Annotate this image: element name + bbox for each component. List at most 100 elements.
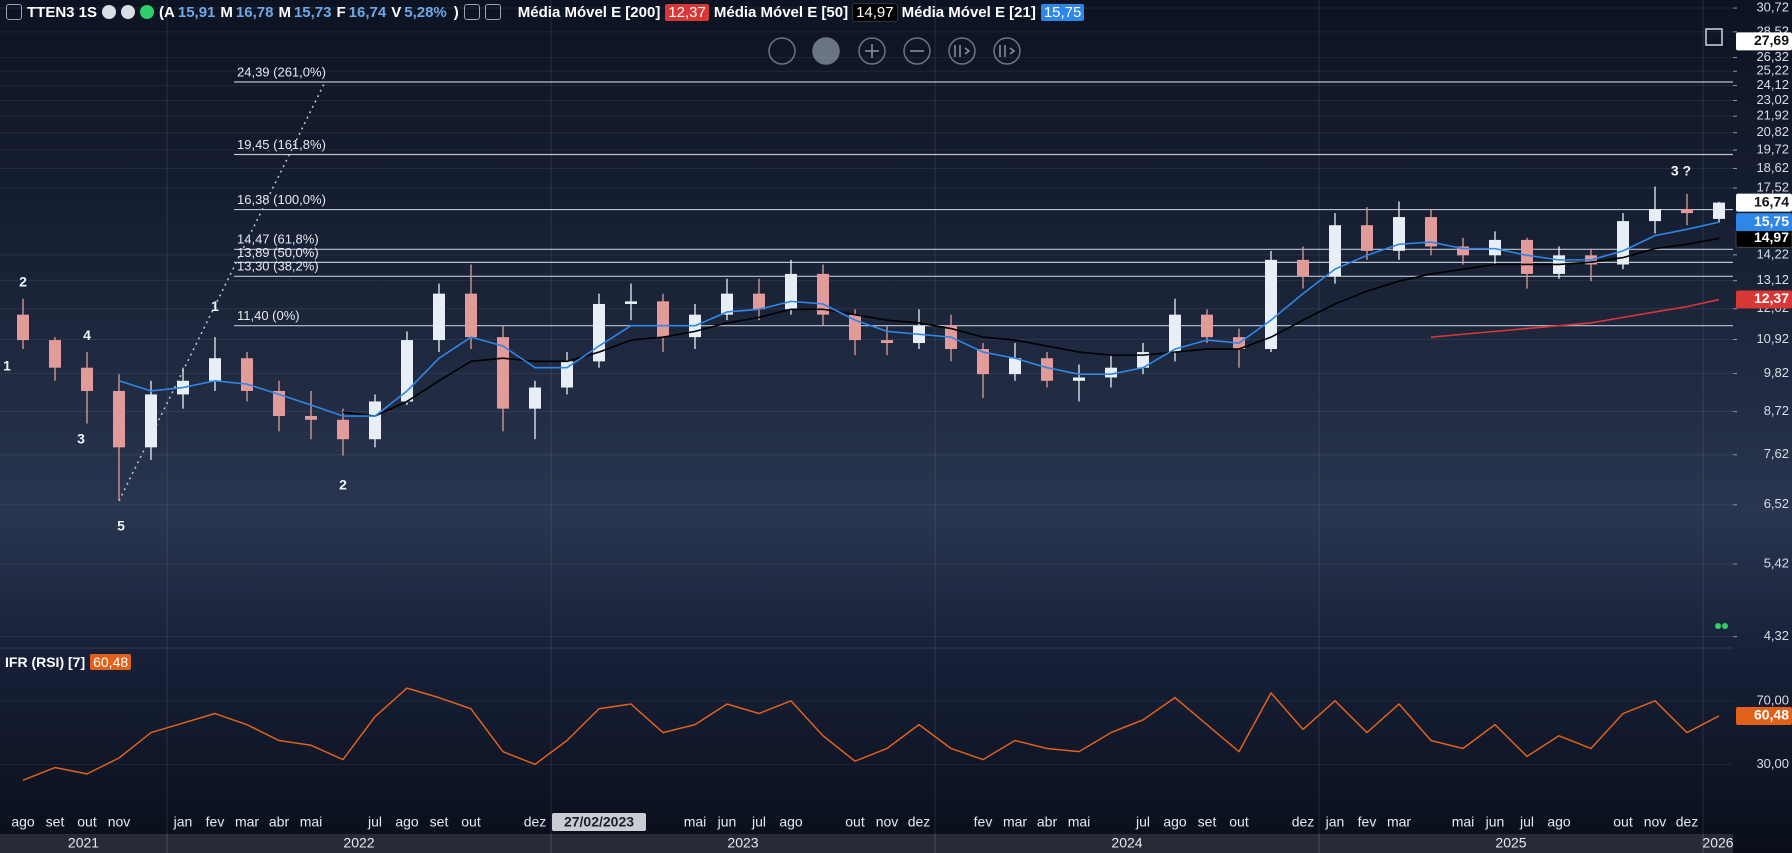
y-tick-label: 10,92: [1756, 331, 1789, 346]
ohlc-value: 15,91: [177, 3, 216, 21]
crosshair-price-bg: [1736, 32, 1792, 51]
symbol: TTEN3 1S: [27, 3, 98, 21]
chart-header: TTEN3 1S (A 15,91 M 16,78 M 15,73 F 16,74 V 5,28%…: [6, 2, 1085, 22]
status-dot: [1715, 623, 1721, 629]
ohlc-key: F: [336, 3, 346, 21]
candle-body: [113, 390, 125, 448]
wave-label: 3 ?: [1671, 163, 1691, 179]
minimize-icon[interactable]: [121, 5, 136, 19]
x-tick-label: out: [461, 814, 481, 830]
scroll-right-tool[interactable]: [993, 37, 1021, 65]
fib-label: 14,47 (61,8%): [237, 232, 319, 247]
ohlc-key: V: [391, 3, 402, 21]
scroll-left-tool[interactable]: [948, 37, 976, 65]
wave-label: 1: [211, 298, 219, 314]
y-tick-label: 30,72: [1756, 0, 1789, 14]
rsi-header: IFR (RSI) [7] 60,48: [5, 654, 132, 670]
legend-value: 14,97: [852, 2, 898, 22]
x-tick-label: ago: [779, 814, 803, 830]
ohlc-key: (A: [159, 3, 175, 21]
add-indicator-button[interactable]: [484, 4, 501, 20]
candle-body: [1393, 217, 1405, 251]
candle-body: [881, 340, 893, 344]
rsi-tick-label: 70,00: [1756, 692, 1789, 707]
ma-last-value-bg: [1736, 290, 1792, 309]
x-tick-label: mai: [684, 814, 707, 830]
candle-body: [369, 401, 381, 440]
x-tick-label: jun: [717, 814, 737, 830]
y-tick-label: 4,32: [1764, 628, 1789, 643]
moving-average: [118, 221, 1720, 417]
candle-body: [49, 340, 61, 368]
header-button[interactable]: [463, 4, 480, 20]
rsi-last-badge: 60,48: [1754, 707, 1789, 723]
y-tick-label: 23,02: [1756, 92, 1789, 107]
candle-body: [1105, 367, 1117, 378]
info-icon[interactable]: [102, 5, 117, 19]
fullscreen-button[interactable]: [1705, 28, 1723, 46]
candle-body: [465, 293, 477, 338]
year-label: 2023: [727, 835, 758, 851]
status-icon: [140, 5, 155, 19]
crosshair-tool[interactable]: [768, 37, 796, 65]
candle-body: [1073, 377, 1085, 381]
fib-label: 16,38 (100,0%): [237, 192, 326, 207]
ma-last-value-bg: [1736, 213, 1792, 232]
candle-body: [721, 293, 733, 315]
scroll-right-icon: [999, 45, 1016, 57]
x-tick-label: fev: [974, 814, 993, 830]
ohlc: (A 15,91 M 16,78 M 15,73 F 16,74 V 5,28%: [159, 4, 449, 21]
scroll-left-icon: [954, 45, 971, 57]
x-tick-label: ago: [11, 814, 35, 830]
x-tick-label: abr: [1037, 814, 1058, 830]
candle-body: [497, 337, 509, 409]
x-tick-label: jun: [1485, 814, 1505, 830]
y-tick-label: 21,92: [1756, 108, 1789, 123]
candle-body: [1041, 358, 1053, 381]
y-tick-label: 26,32: [1756, 49, 1789, 64]
x-tick-label: abr: [269, 814, 290, 830]
candle-body: [145, 394, 157, 448]
wave-label: 5: [117, 518, 125, 534]
x-tick-label: jan: [1325, 814, 1345, 830]
candle-body: [529, 387, 541, 409]
candle-body: [1201, 314, 1213, 338]
x-tick-label: mar: [235, 814, 259, 830]
candle-body: [1617, 221, 1629, 265]
candle-body: [1169, 314, 1181, 353]
candle-body: [753, 293, 765, 310]
y-tick-label: 13,12: [1756, 272, 1789, 287]
candle-body: [657, 301, 669, 338]
zoom-in-icon: [865, 44, 879, 58]
legend-entry: Média Móvel E [200]: [517, 3, 661, 21]
y-tick-label: 18,62: [1756, 160, 1789, 175]
draw-icon[interactable]: [6, 4, 22, 20]
legend-value: 12,37: [665, 3, 709, 21]
candle-body: [785, 273, 797, 310]
candle-body: [241, 358, 253, 391]
rsi-name: IFR (RSI) [7]: [5, 654, 86, 670]
wave-label: 4: [83, 327, 91, 343]
candle-body: [1681, 209, 1693, 214]
last-price-bg: [1736, 193, 1792, 212]
y-tick-label: 8,72: [1764, 403, 1789, 418]
fib-label: 24,39 (261,0%): [237, 64, 326, 79]
candle-body: [1297, 259, 1309, 277]
ohlc-suffix: ): [453, 3, 459, 21]
rsi-tick-label: 30,00: [1756, 756, 1789, 771]
status-dot: [1722, 623, 1728, 629]
year-label: 2025: [1495, 835, 1526, 851]
zoom-out-tool[interactable]: [903, 37, 931, 65]
pan-tool[interactable]: [812, 37, 840, 65]
candle-body: [305, 416, 317, 420]
zoom-in-tool[interactable]: [858, 37, 886, 65]
fib-label: 11,40 (0%): [237, 308, 300, 323]
x-tick-label: jan: [173, 814, 193, 830]
candle-body: [1649, 209, 1661, 222]
crosshair-date: 27/02/2023: [564, 814, 634, 830]
candle-body: [1521, 239, 1533, 274]
y-tick-label: 25,22: [1756, 63, 1789, 78]
x-tick-label: ago: [395, 814, 419, 830]
